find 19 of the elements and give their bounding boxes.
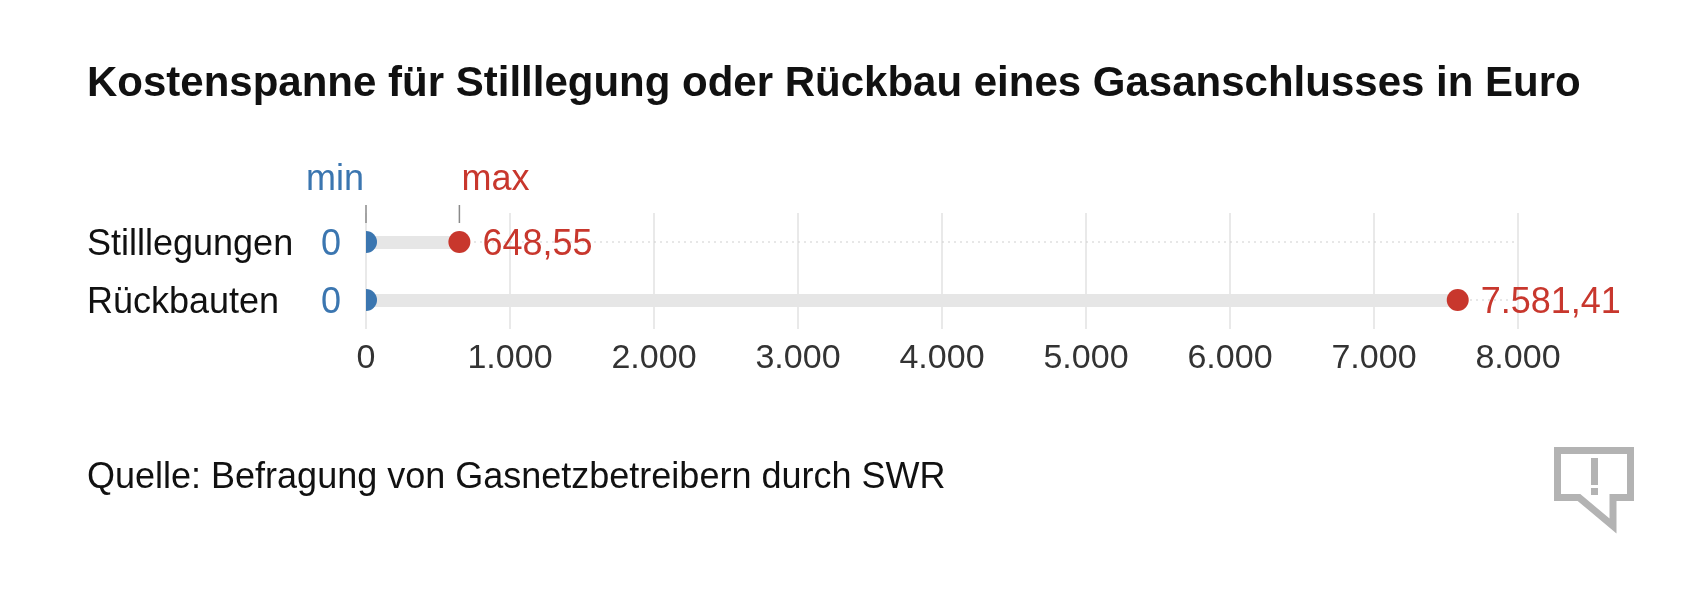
- x-tick-label: 2.000: [611, 337, 697, 376]
- x-tick-label: 0: [356, 337, 376, 376]
- source-note: Quelle: Befragung von Gasnetzbetreibern durch SWR: [87, 455, 946, 497]
- series-label: min: [305, 157, 364, 198]
- x-tick-label: 3.000: [755, 337, 841, 376]
- data-label: 0: [320, 279, 341, 321]
- chart-title: Kostenspanne für Stilllegung oder Rückbau eines Gasanschlusses in Euro: [87, 57, 1581, 107]
- x-tick-label: 7.000: [1331, 337, 1417, 376]
- x-tick-label: 1.000: [467, 337, 553, 376]
- data-label: 648,55: [482, 221, 593, 263]
- x-tick-label: 6.000: [1187, 337, 1273, 376]
- y-tick-label: Stilllegungen: [87, 221, 294, 263]
- x-tick-label: 5.000: [1043, 337, 1129, 376]
- data-label: 0: [320, 221, 341, 263]
- series-label: max: [461, 157, 530, 198]
- x-tick-label: 4.000: [899, 337, 985, 376]
- y-tick-label: Rückbauten: [87, 279, 280, 321]
- x-tick-label: 8.000: [1475, 337, 1561, 376]
- data-label: 7.581,41: [1480, 279, 1621, 321]
